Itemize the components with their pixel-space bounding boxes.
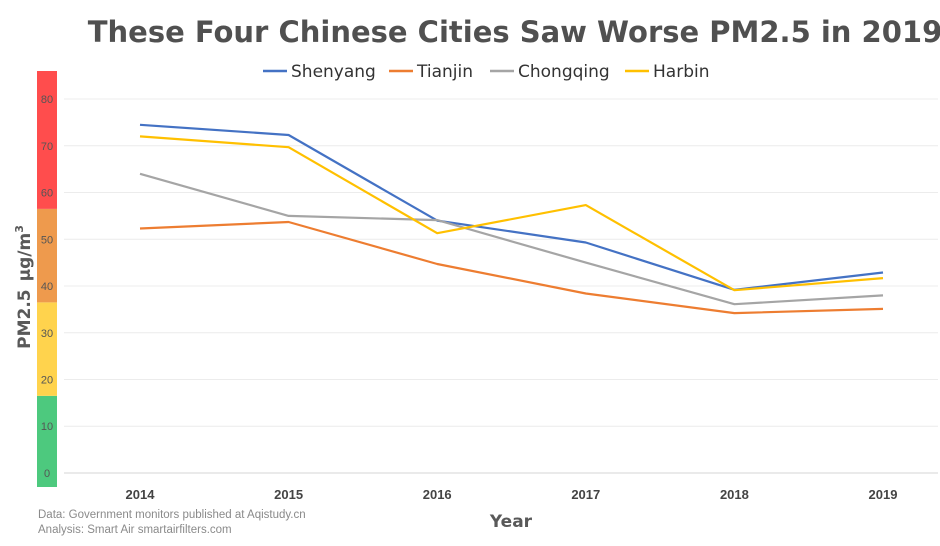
y-tick-label: 20 <box>41 374 53 386</box>
legend-label: Tianjin <box>416 62 473 82</box>
source-line-2: Analysis: Smart Air smartairfilters.com <box>38 524 232 536</box>
y-tick-labels: 0 10 20 30 40 50 60 70 80 <box>41 94 53 480</box>
gridlines <box>64 98 938 474</box>
x-tick-label: 2015 <box>274 487 303 502</box>
series-line-chongqing <box>139 172 884 306</box>
series-line-shenyang <box>139 123 884 291</box>
aqi-band-2 <box>37 208 57 303</box>
legend-label: Shenyang <box>291 62 376 82</box>
series-line-tianjin <box>139 220 884 315</box>
series-line-harbin <box>139 135 884 292</box>
y-tick-label: 50 <box>41 234 53 246</box>
legend-label: Harbin <box>653 62 709 82</box>
y-axis-title-main: PM2.5 <box>15 289 35 349</box>
y-tick-label: 40 <box>41 281 53 293</box>
y-axis-title: PM2.5 μg/m3 <box>13 225 35 349</box>
x-tick-label: 2014 <box>126 487 156 502</box>
y-tick-label: 60 <box>41 188 53 200</box>
y-tick-label: 0 <box>44 468 50 480</box>
aqi-band-0 <box>37 395 57 487</box>
aqi-band-1 <box>37 302 57 396</box>
y-tick-label: 80 <box>41 94 53 106</box>
source-line-1: Data: Government monitors published at A… <box>38 509 306 521</box>
aqi-band-3 <box>37 71 57 209</box>
y-tick-label: 70 <box>41 141 53 153</box>
x-tick-labels: 2014 2015 2016 2017 2018 2019 <box>126 487 898 502</box>
x-tick-label: 2017 <box>571 487 600 502</box>
legend: Shenyang Tianjin Chongqing Harbin <box>263 62 709 82</box>
y-axis-title-sup: 3 <box>13 225 26 233</box>
y-tick-label: 30 <box>41 328 53 340</box>
series-lines <box>139 123 884 315</box>
y-axis-title-unit: μg/m <box>15 233 35 282</box>
x-tick-label: 2018 <box>720 487 749 502</box>
x-tick-label: 2019 <box>869 487 898 502</box>
y-tick-label: 10 <box>41 421 53 433</box>
x-axis-title: Year <box>489 512 533 532</box>
chart-title: These Four Chinese Cities Saw Worse PM2.… <box>88 15 940 49</box>
legend-label: Chongqing <box>518 62 610 82</box>
x-tick-label: 2016 <box>423 487 452 502</box>
aqi-color-bands <box>37 71 57 487</box>
